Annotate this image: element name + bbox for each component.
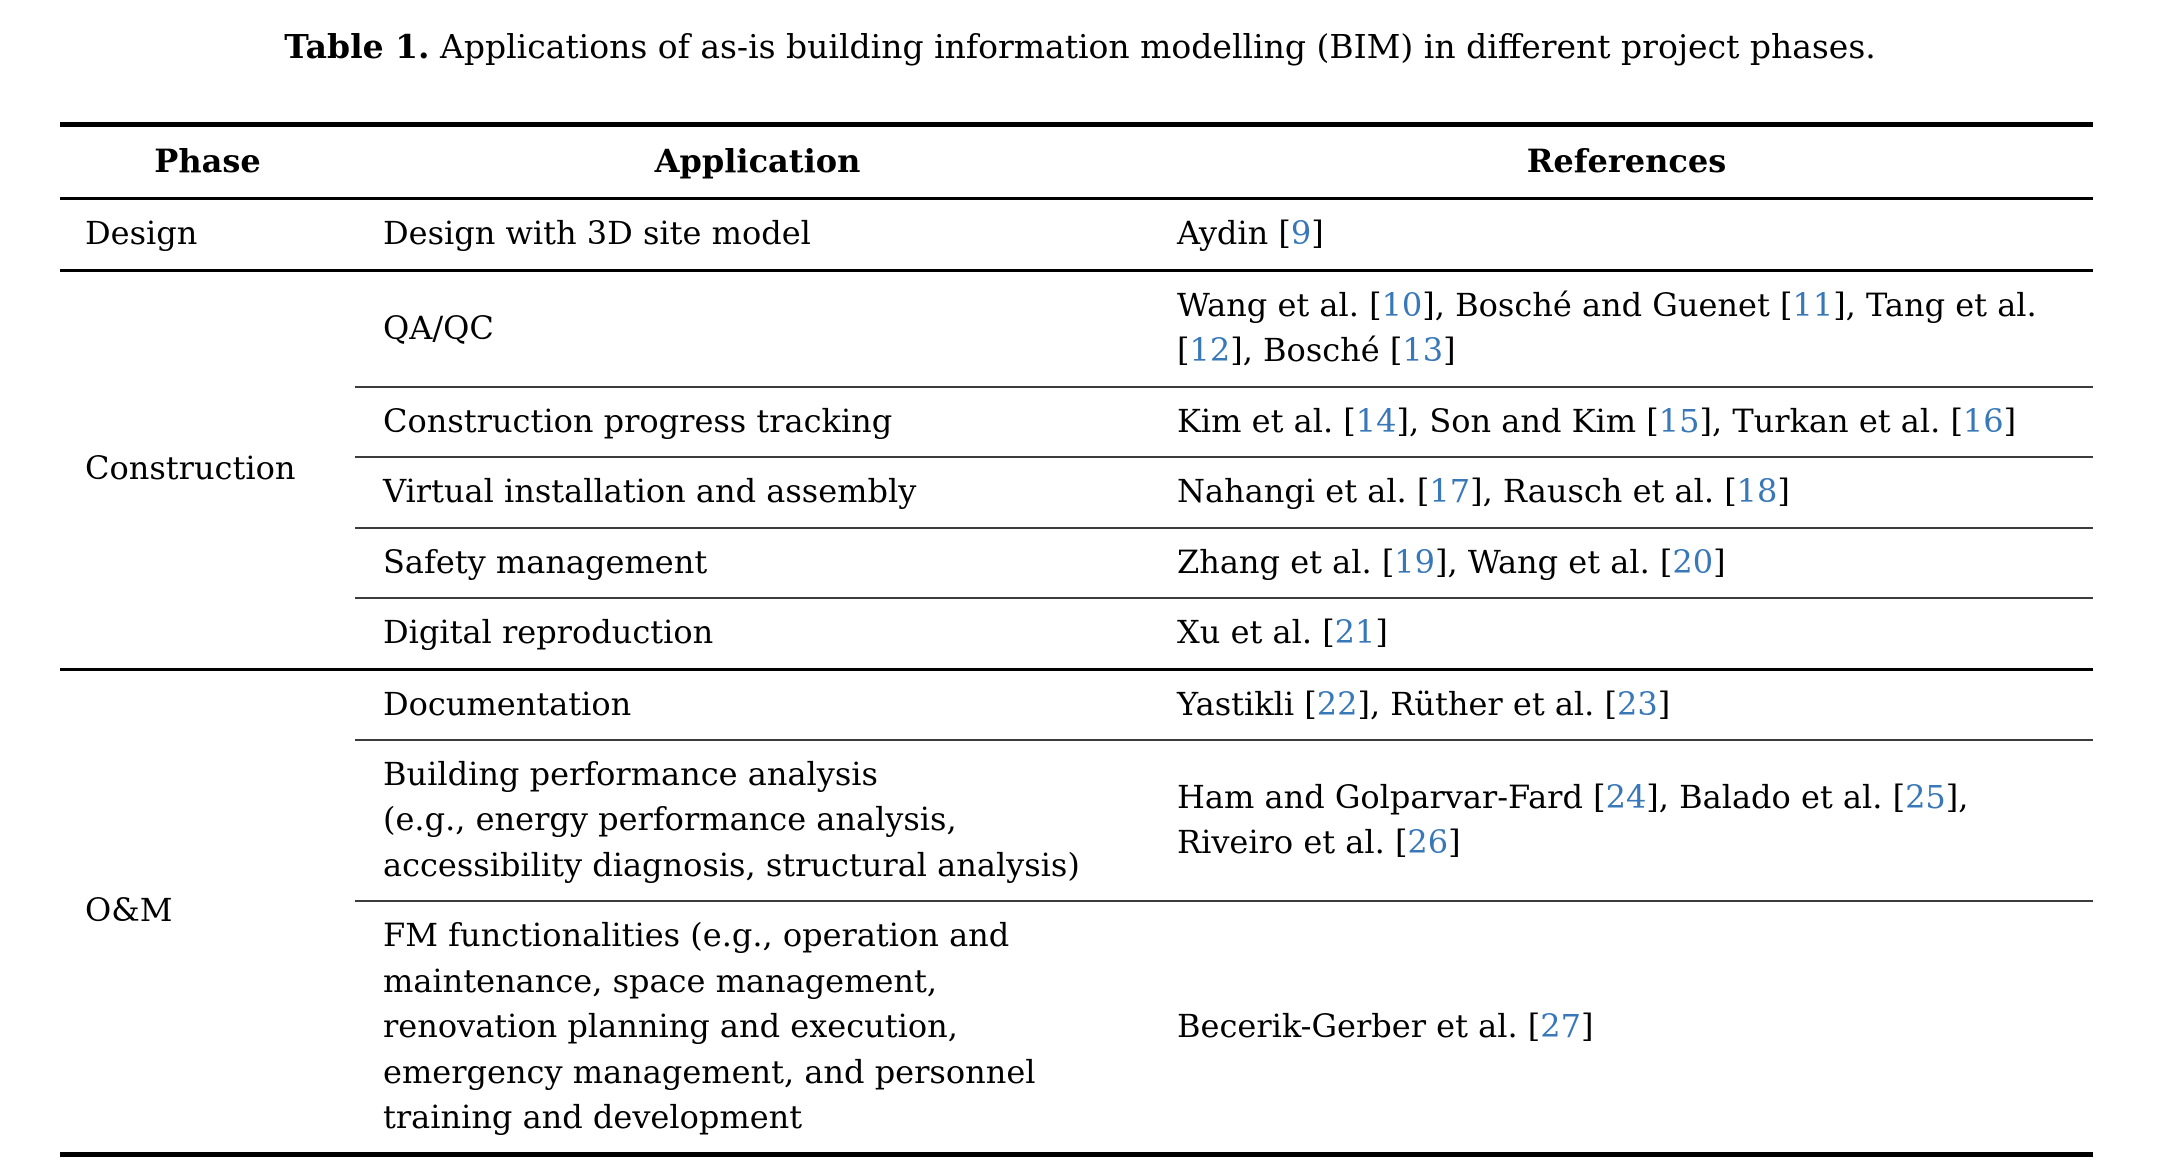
references-cell: Wang et al. [10], Bosché and Guenet [11]… — [1160, 270, 2093, 388]
citation-bracket-close: ] — [1375, 613, 1388, 652]
citation-bracket-open: [ — [1724, 472, 1737, 511]
references-cell: Xu et al. [21] — [1160, 598, 2093, 671]
citation-bracket-open: [ — [1604, 684, 1617, 723]
references-cell: Yastikli [22], Rüther et al. [23] — [1160, 669, 2093, 741]
citation-bracket-open: [ — [1892, 777, 1906, 816]
citation-link[interactable]: 17 — [1429, 472, 1471, 511]
application-cell: Documentation — [355, 669, 1160, 741]
citation-bracket-close: ] — [1448, 823, 1461, 862]
citation-bracket-open: [ — [1593, 777, 1606, 816]
citation-bracket-close: ] — [1777, 472, 1790, 511]
citation-link[interactable]: 23 — [1616, 684, 1658, 723]
citation-bracket-close: ] — [1713, 542, 1726, 581]
phase-cell: O&M — [85, 891, 173, 930]
citation-bracket-open: [ — [1381, 542, 1395, 581]
table-row: Design Design with 3D site model Aydin [9] — [60, 198, 2093, 272]
citation-bracket-open: [ — [1394, 823, 1408, 862]
column-header-phase: Phase — [60, 124, 355, 201]
table-caption: Table 1. Applications of as-is building … — [0, 26, 2160, 69]
citation-link[interactable]: 14 — [1355, 401, 1397, 440]
citation-bracket-open: [ — [1950, 401, 1963, 440]
citation-link[interactable]: 13 — [1402, 331, 1444, 370]
citation-bracket-close: ] — [1422, 285, 1435, 324]
citation-bracket-close: ] — [1311, 214, 1324, 253]
table-row: O&M Documentation Yastikli [22], Rüther et… — [60, 669, 2093, 929]
citation-link[interactable]: 27 — [1540, 1007, 1581, 1046]
citation-bracket-open: [ — [1416, 472, 1430, 511]
citation-link[interactable]: 26 — [1407, 823, 1449, 862]
table-header-row: Phase Application References — [60, 124, 2093, 201]
application-cell: FM functionalities (e.g., operation and … — [355, 901, 1160, 1157]
table-row: Construction QA/QC Wang et al. [10], Bosch… — [60, 270, 2093, 671]
citation-bracket-close: ] — [1833, 285, 1846, 324]
phase-cell: Construction — [60, 270, 355, 671]
table-row: Virtual installation and assembly Nahangi… — [60, 457, 2093, 529]
citation-link[interactable]: 15 — [1658, 401, 1700, 440]
citation-bracket-open: [ — [1177, 331, 1190, 370]
citation-bracket-close: ] — [1470, 472, 1483, 511]
references-cell: Zhang et al. [19], Wang et al. [20] — [1160, 527, 2093, 600]
table-body: Design Design with 3D site model Aydin [9]… — [60, 198, 2093, 1157]
application-cell: Construction progress tracking — [355, 386, 1160, 459]
citation-link[interactable]: 25 — [1905, 777, 1946, 816]
references-cell: Nahangi et al. [17], Rausch et al. [18] — [1160, 457, 2093, 529]
citation-bracket-close: ] — [1357, 684, 1370, 723]
table-row: Safety management Zhang et al. [19], Wang… — [60, 527, 2093, 600]
citation-bracket-close: ] — [1657, 684, 1671, 723]
citation-bracket-open: [ — [1322, 613, 1335, 652]
application-cell: QA/QC — [355, 270, 1160, 388]
application-cell: Building performance analysis (e.g., ene… — [355, 739, 1160, 903]
column-header-references: References — [1160, 124, 2093, 201]
citation-bracket-close: ] — [1699, 401, 1712, 440]
citation-link[interactable]: 21 — [1334, 613, 1376, 652]
table-row: FM functionalities (e.g., operation and … — [60, 901, 2093, 1157]
citation-link[interactable]: 9 — [1290, 214, 1312, 253]
citation-bracket-close: ] — [1646, 777, 1659, 816]
references-cell: Becerik-Gerber et al. [27] — [1160, 901, 2093, 1157]
column-header-application: Application — [355, 124, 1160, 201]
citation-link[interactable]: 20 — [1672, 542, 1714, 581]
citation-bracket-open: [ — [1659, 542, 1673, 581]
citation-bracket-open: [ — [1779, 285, 1793, 324]
citation-bracket-close: ] — [1945, 777, 1959, 816]
phase-cell: Design — [60, 198, 355, 272]
citation-bracket-open: [ — [1278, 214, 1291, 253]
application-cell: Design with 3D site model — [355, 198, 1160, 272]
citation-link[interactable]: 24 — [1605, 777, 1647, 816]
citation-link[interactable]: 18 — [1736, 472, 1778, 511]
citation-link[interactable]: 12 — [1189, 331, 1231, 370]
citation-bracket-close: ] — [1581, 1007, 1594, 1046]
citation-bracket-open: [ — [1389, 331, 1403, 370]
citation-bracket-open: [ — [1343, 401, 1356, 440]
application-cell: Virtual installation and assembly — [355, 457, 1160, 529]
references-cell: Aydin [9] — [1160, 198, 2093, 272]
references-cell: Ham and Golparvar-Fard [24], Balado et a… — [1160, 739, 2093, 903]
citation-link[interactable]: 10 — [1381, 285, 1423, 324]
citation-bracket-close: ] — [1435, 542, 1448, 581]
application-cell: Safety management — [355, 527, 1160, 600]
table-caption-text: Applications of as-is building informati… — [429, 27, 1876, 66]
table-caption-label: Table 1. — [284, 27, 430, 66]
application-cell: Digital reproduction — [355, 598, 1160, 671]
references-cell: Kim et al. [14], Son and Kim [15], Turka… — [1160, 386, 2093, 459]
table-row: Building performance analysis (e.g., ene… — [60, 739, 2093, 903]
citation-bracket-open: [ — [1369, 285, 1382, 324]
bim-applications-table: Phase Application References Design Desig… — [60, 122, 2093, 1158]
citation-link[interactable]: 22 — [1316, 684, 1358, 723]
citation-bracket-open: [ — [1527, 1007, 1541, 1046]
citation-bracket-open: [ — [1646, 401, 1659, 440]
citation-bracket-close: ] — [2003, 401, 2017, 440]
table-row: Construction progress tracking Kim et al.… — [60, 386, 2093, 459]
citation-bracket-close: ] — [1230, 331, 1243, 370]
citation-bracket-close: ] — [1396, 401, 1409, 440]
citation-bracket-close: ] — [1443, 331, 1456, 370]
citation-link[interactable]: 16 — [1962, 401, 2004, 440]
citation-link[interactable]: 11 — [1792, 285, 1834, 324]
citation-link[interactable]: 19 — [1394, 542, 1436, 581]
table-row: Digital reproduction Xu et al. [21] — [60, 598, 2093, 671]
citation-bracket-open: [ — [1304, 684, 1317, 723]
